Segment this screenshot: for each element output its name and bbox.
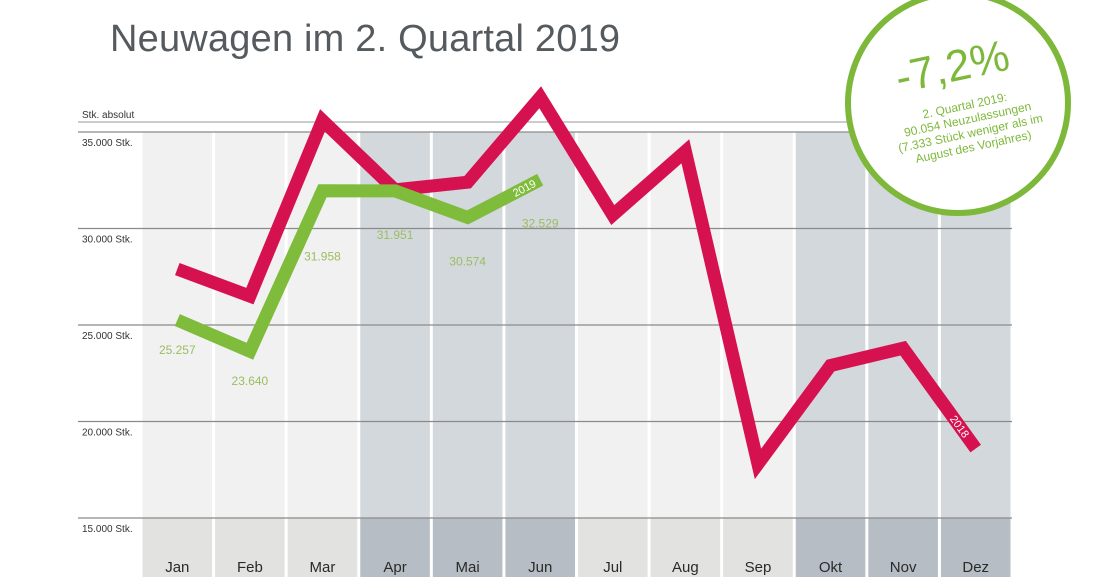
change-badge: -7,2%2. Quartal 2019:90.054 Neuzulassung… (845, 0, 1071, 216)
y-tick-label: 25.000 Stk. (82, 331, 133, 342)
x-tick-label: Nov (890, 559, 917, 576)
x-tick-label: Mar (310, 559, 336, 576)
month-strip-mar (287, 518, 358, 577)
month-strip-nov (868, 518, 938, 577)
month-strip-apr (360, 518, 430, 577)
series-line (175, 86, 981, 480)
y-tick-label: 35.000 Stk. (82, 138, 133, 149)
x-tick-label: Mai (456, 559, 480, 576)
y-axis-labels: 15.000 Stk. 20.000 Stk. 25.000 Stk. 30.000 … (82, 138, 133, 535)
month-strip-dez (940, 518, 1011, 577)
month-strip-mai (432, 518, 503, 577)
x-tick-label: Apr (383, 559, 406, 576)
y-tick-label: 30.000 Stk. (82, 235, 133, 246)
x-axis-month-labels: Jan Feb Mar Apr Mai Jun Jul Aug Sep Okt Nov Dez (165, 559, 989, 576)
data-label: 23.640 (232, 374, 269, 388)
y-tick-label: 15.000 Stk. (82, 524, 133, 535)
month-strip-okt (795, 518, 866, 577)
y-axis-unit-label: Stk. absolut (82, 110, 135, 121)
x-tick-label: Dez (962, 559, 989, 576)
x-tick-label: Okt (819, 559, 843, 576)
data-label: 32.529 (522, 217, 559, 231)
month-strip-aug (650, 518, 721, 577)
y-tick-label: 20.000 Stk. (82, 428, 133, 439)
month-strip-jul (578, 518, 648, 577)
series-2019-data-labels: 25.257 23.640 31.958 31.951 30.574 32.529 (159, 217, 559, 389)
x-tick-label: Sep (745, 559, 772, 576)
chart-title: Neuwagen im 2. Quartal 2019 (110, 18, 621, 60)
badge-circle (845, 0, 1071, 216)
data-label: 25.257 (159, 343, 196, 357)
data-label: 31.958 (304, 250, 341, 264)
x-tick-label: Aug (672, 559, 699, 576)
data-label: 31.951 (377, 228, 414, 242)
month-strip-feb (215, 518, 285, 577)
x-tick-label: Jul (603, 559, 622, 576)
month-strip-jun (505, 518, 575, 577)
series-line (174, 173, 544, 360)
month-strip-sep (723, 518, 793, 577)
x-tick-label: Jan (165, 559, 189, 576)
x-tick-label: Feb (237, 559, 263, 576)
x-tick-label: Jun (528, 559, 552, 576)
month-strip-jan (142, 518, 213, 577)
data-label: 30.574 (449, 254, 486, 268)
